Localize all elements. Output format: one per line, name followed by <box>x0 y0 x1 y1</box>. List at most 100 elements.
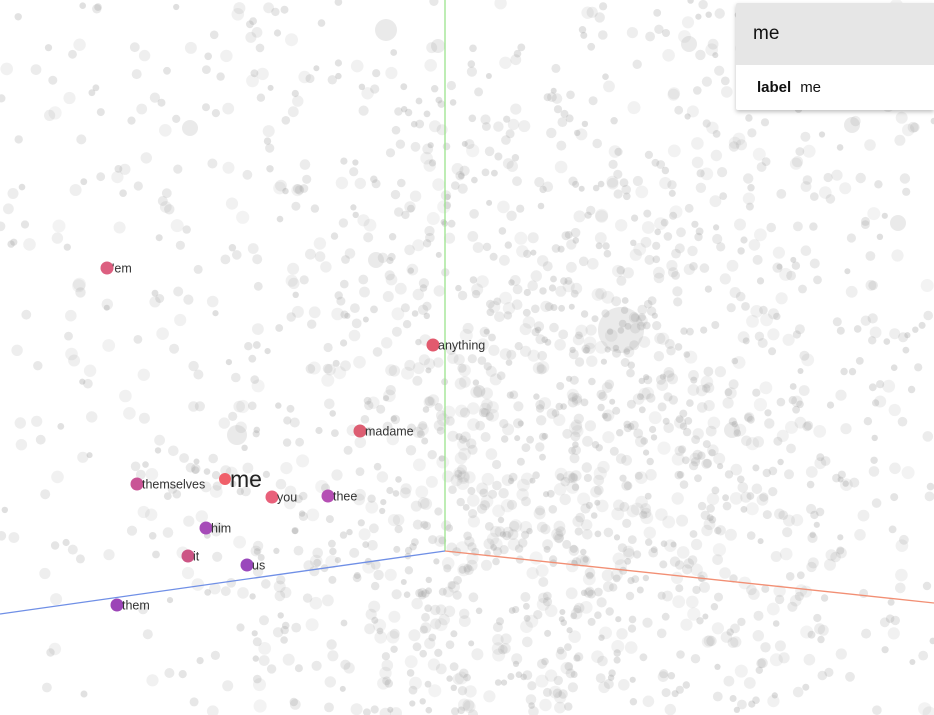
embedding-point[interactable] <box>324 398 335 410</box>
embedding-point[interactable] <box>401 210 410 220</box>
embedding-point[interactable] <box>494 679 502 686</box>
embedding-point[interactable] <box>404 566 414 575</box>
neighbor-dot[interactable] <box>181 549 195 563</box>
embedding-point[interactable] <box>494 311 505 323</box>
embedding-point[interactable] <box>656 628 667 639</box>
embedding-point[interactable] <box>502 526 514 538</box>
embedding-point[interactable] <box>509 275 521 286</box>
embedding-point[interactable] <box>291 201 301 211</box>
embedding-point[interactable] <box>387 706 394 713</box>
embedding-point[interactable] <box>622 545 635 558</box>
embedding-point[interactable] <box>671 248 681 259</box>
embedding-point[interactable] <box>708 449 716 457</box>
embedding-point[interactable] <box>888 525 897 534</box>
embedding-point[interactable] <box>613 189 623 199</box>
embedding-point[interactable] <box>382 395 390 402</box>
embedding-point[interactable] <box>344 248 356 259</box>
embedding-point[interactable] <box>457 686 468 696</box>
embedding-point[interactable] <box>459 608 470 619</box>
embedding-point[interactable] <box>412 642 422 652</box>
embedding-point[interactable] <box>236 487 244 496</box>
embedding-point[interactable] <box>697 451 706 460</box>
embedding-point[interactable] <box>457 464 467 475</box>
embedding-point[interactable] <box>865 251 876 261</box>
embedding-point[interactable] <box>656 379 669 392</box>
embedding-point[interactable] <box>555 402 564 411</box>
embedding-point[interactable] <box>556 382 565 390</box>
embedding-point[interactable] <box>889 462 901 475</box>
embedding-point[interactable] <box>506 210 517 221</box>
embedding-point[interactable] <box>712 130 721 138</box>
embedding-point[interactable] <box>407 267 414 274</box>
embedding-point[interactable] <box>283 416 292 425</box>
embedding-point[interactable] <box>86 452 93 459</box>
embedding-point[interactable] <box>437 200 451 214</box>
embedding-point[interactable] <box>840 367 848 376</box>
embedding-point[interactable] <box>554 691 567 704</box>
embedding-point[interactable] <box>565 587 578 600</box>
embedding-point[interactable] <box>582 529 593 540</box>
embedding-point[interactable] <box>458 172 465 179</box>
embedding-point[interactable] <box>569 544 578 554</box>
embedding-point[interactable] <box>560 661 573 675</box>
embedding-point[interactable] <box>7 240 15 248</box>
embedding-point[interactable] <box>544 669 558 682</box>
embedding-point[interactable] <box>145 468 159 481</box>
embedding-point[interactable] <box>507 673 515 680</box>
embedding-point[interactable] <box>479 402 492 415</box>
embedding-point[interactable] <box>520 592 531 602</box>
embedding-point[interactable] <box>400 303 410 313</box>
embedding-point[interactable] <box>751 483 763 495</box>
embedding-point[interactable] <box>334 557 341 564</box>
embedding-point[interactable] <box>452 673 464 685</box>
embedding-point[interactable] <box>170 219 184 233</box>
embedding-point[interactable] <box>349 167 359 177</box>
embedding-point[interactable] <box>702 458 713 468</box>
embedding-point[interactable] <box>918 650 929 661</box>
embedding-point[interactable] <box>690 457 701 467</box>
embedding-point[interactable] <box>382 291 394 302</box>
embedding-point[interactable] <box>889 328 901 340</box>
embedding-point[interactable] <box>313 558 322 567</box>
embedding-point[interactable] <box>620 358 630 367</box>
embedding-point[interactable] <box>617 543 628 553</box>
embedding-point[interactable] <box>7 188 19 199</box>
embedding-point[interactable] <box>191 466 200 474</box>
embedding-point[interactable] <box>315 426 323 435</box>
embedding-point[interactable] <box>564 643 572 651</box>
embedding-point[interactable] <box>562 539 572 549</box>
embedding-point[interactable] <box>517 478 530 492</box>
embedding-point[interactable] <box>640 503 651 514</box>
embedding-point[interactable] <box>694 232 703 242</box>
embedding-point[interactable] <box>410 500 422 512</box>
embedding-point[interactable] <box>684 417 693 425</box>
embedding-point[interactable] <box>499 254 510 266</box>
embedding-point[interactable] <box>676 514 689 527</box>
embedding-point[interactable] <box>429 0 439 6</box>
embedding-point[interactable] <box>573 605 582 614</box>
embedding-point[interactable] <box>650 434 658 441</box>
embedding-point[interactable] <box>454 377 467 390</box>
embedding-point[interactable] <box>707 38 719 50</box>
embedding-point[interactable] <box>497 200 510 214</box>
embedding-point[interactable] <box>550 275 557 283</box>
embedding-point[interactable] <box>669 211 678 220</box>
embedding-point[interactable] <box>466 559 478 572</box>
embedding-point[interactable] <box>564 662 574 671</box>
embedding-point[interactable] <box>236 399 250 414</box>
embedding-point[interactable] <box>273 29 282 37</box>
embedding-point[interactable] <box>549 322 559 333</box>
embedding-point[interactable] <box>572 180 580 188</box>
embedding-point[interactable] <box>598 30 608 40</box>
embedding-point[interactable] <box>728 136 742 149</box>
embedding-point[interactable] <box>523 614 531 622</box>
embedding-point[interactable] <box>732 356 746 369</box>
embedding-point[interactable] <box>583 588 594 598</box>
embedding-point[interactable] <box>759 381 773 395</box>
embedding-point[interactable] <box>752 436 764 448</box>
embedding-point[interactable] <box>741 302 750 311</box>
embedding-point[interactable] <box>406 263 419 276</box>
embedding-point[interactable] <box>729 695 737 702</box>
embedding-point[interactable] <box>785 420 798 434</box>
embedding-point[interactable] <box>385 148 396 158</box>
